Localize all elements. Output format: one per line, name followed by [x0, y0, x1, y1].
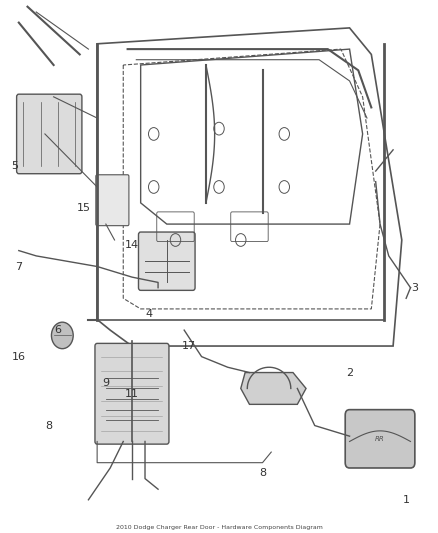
Text: 8: 8 [46, 421, 53, 431]
Text: 2010 Dodge Charger Rear Door - Hardware Components Diagram: 2010 Dodge Charger Rear Door - Hardware … [116, 526, 322, 530]
Text: 7: 7 [15, 262, 22, 271]
FancyBboxPatch shape [345, 410, 415, 468]
Text: 2: 2 [346, 368, 353, 377]
Text: 16: 16 [12, 352, 26, 361]
Polygon shape [241, 373, 306, 405]
Text: 11: 11 [125, 389, 139, 399]
Text: 5: 5 [11, 161, 18, 171]
FancyBboxPatch shape [138, 232, 195, 290]
Text: 4: 4 [146, 309, 153, 319]
Circle shape [51, 322, 73, 349]
Text: 6: 6 [54, 325, 61, 335]
Text: 9: 9 [102, 378, 110, 388]
Text: 1: 1 [403, 495, 410, 505]
FancyBboxPatch shape [96, 175, 129, 225]
Text: 3: 3 [411, 282, 418, 293]
Text: 17: 17 [181, 341, 196, 351]
Text: 15: 15 [77, 203, 91, 213]
Text: 8: 8 [259, 469, 266, 478]
FancyBboxPatch shape [17, 94, 82, 174]
Text: RR: RR [375, 436, 385, 442]
Text: 14: 14 [125, 240, 139, 251]
FancyBboxPatch shape [95, 343, 169, 444]
